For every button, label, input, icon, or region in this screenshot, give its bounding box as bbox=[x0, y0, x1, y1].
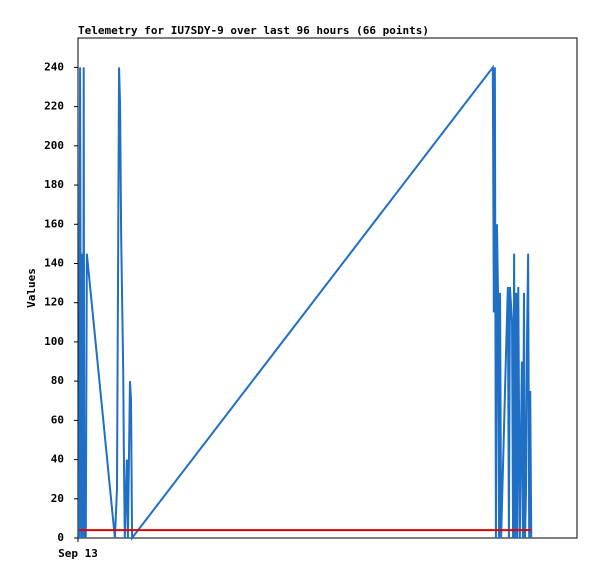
y-tick-label: 100 bbox=[44, 335, 64, 348]
y-tick-label: 0 bbox=[57, 531, 64, 544]
y-tick-label: 240 bbox=[44, 60, 64, 73]
y-tick-label: 40 bbox=[51, 453, 64, 466]
plot-frame bbox=[77, 37, 578, 539]
y-tick-label: 180 bbox=[44, 178, 64, 191]
y-tick-label: 160 bbox=[44, 217, 64, 230]
y-tick-label: 220 bbox=[44, 100, 64, 113]
series-line bbox=[78, 64, 533, 541]
y-tick-label: 20 bbox=[51, 492, 64, 505]
x-tick-label: Sep 13 bbox=[58, 547, 98, 560]
y-tick-label: 200 bbox=[44, 139, 64, 152]
y-tick-label: 140 bbox=[44, 256, 64, 269]
y-tick-label: 80 bbox=[51, 374, 64, 387]
y-tick-label: 120 bbox=[44, 296, 64, 309]
chart-title: Telemetry for IU7SDY-9 over last 96 hour… bbox=[78, 24, 429, 37]
y-tick-label: 60 bbox=[51, 413, 64, 426]
y-axis-label: Values bbox=[25, 268, 38, 308]
